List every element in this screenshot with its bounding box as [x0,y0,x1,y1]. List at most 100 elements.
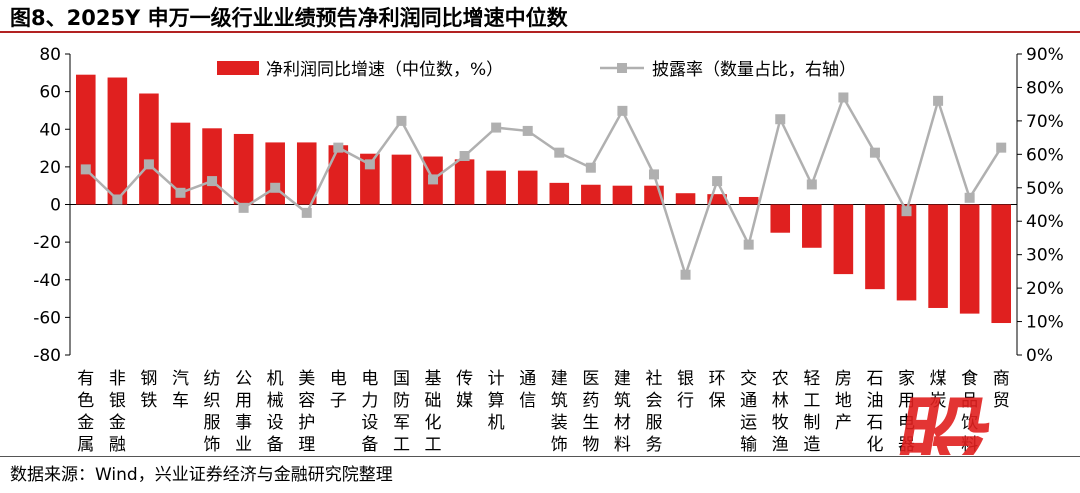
bar-纺织服饰 [202,128,222,205]
bar-煤炭 [928,204,948,308]
left-axis-tick-label: 0 [50,196,61,216]
disclosure-rate-line [84,94,1003,279]
disclosure-point-商贸零售 [996,142,1007,153]
category-label-计算机: 计算机 [488,369,505,433]
category-label-传媒: 传媒 [456,369,473,411]
category-label-食品饮料: 食品饮料 [961,369,978,455]
category-label-国防军工: 国防军工 [393,369,410,455]
category-label-轻工制造: 轻工制造 [803,369,820,455]
disclosure-point-房地产 [838,92,849,103]
disclosure-point-食品饮料 [964,192,975,203]
title-divider [0,31,1080,33]
right-axis-tick-label: 60% [1026,145,1064,165]
bar-家用电器 [896,204,917,301]
bar-国防军工 [391,154,412,205]
category-label-电子: 电子 [330,369,347,411]
disclosure-point-非银金融 [112,194,123,205]
source-divider [0,456,1080,457]
left-axis-tick-label: -80 [33,346,61,366]
left-axis-tick-label: 60 [39,83,61,103]
right-axis-tick-label: 40% [1026,212,1064,232]
disclosure-point-建筑材料 [617,105,628,116]
right-axis-tick-label: 50% [1026,179,1064,199]
disclosure-point-农林牧渔 [775,114,786,125]
bars-group [75,74,1012,324]
category-label-社会服务: 社会服务 [645,369,662,455]
disclosure-point-通信 [522,125,533,136]
category-label-汽车: 汽车 [172,369,189,411]
legend-bar-swatch [217,61,259,75]
watermark-logo: 股 [884,387,1000,455]
right-axis-tick-label: 0% [1026,346,1053,366]
category-label-建筑材料: 建筑材料 [614,369,631,455]
disclosure-point-国防军工 [396,115,407,126]
category-label-纺织服饰: 纺织服饰 [204,369,221,455]
disclosure-point-环保 [712,176,723,187]
bar-计算机 [486,170,506,205]
left-axis-tick-label: -40 [33,271,61,291]
legend-line-label: 披露率（数量占比，右轴） [652,60,856,80]
category-label-商贸零售: 商贸 [993,369,1010,411]
right-axis-tick-label: 20% [1026,279,1064,299]
category-label-银行: 银行 [677,369,694,411]
category-label-煤炭: 煤炭 [930,369,947,411]
category-label-有色金属: 有色金属 [77,369,94,455]
disclosure-point-银行 [680,269,691,280]
category-label-家用电器: 家用电器 [898,369,915,455]
right-axis-tick-label: 30% [1026,246,1064,266]
left-axis-tick-label: 40 [39,120,61,140]
left-axis-tick-label: 80 [39,45,61,65]
disclosure-point-传媒 [459,151,470,162]
bar-美容护理 [296,142,317,205]
line-group [80,92,1007,280]
bar-电子 [328,145,349,205]
bar-农林牧渔 [770,204,791,233]
right-axis-tick-label: 90% [1026,45,1064,65]
category-label-交通运输: 交通运输 [740,369,757,455]
bar-环保 [707,194,727,205]
disclosure-point-有色金属 [80,164,91,175]
disclosure-point-家用电器 [901,206,912,217]
legend-line-marker [617,63,627,73]
bar-建筑装饰 [549,182,570,205]
category-label-环保: 环保 [709,369,726,411]
legend: 净利润同比增速（中位数，%） 披露率（数量占比，右轴） [217,60,856,80]
bar-钢铁 [139,93,159,205]
right-axis-tick-label: 70% [1026,112,1064,132]
bar-非银金融 [107,77,128,205]
category-labels-group: 有色金属非银金融钢铁汽车纺织服饰公用事业机械设备美容护理电子电力设备国防军工基础… [77,369,1009,455]
left-axis-tick-label: -60 [33,308,61,328]
bar-轻工制造 [802,204,822,248]
bar-石油石化 [865,204,885,290]
bar-商贸零售 [991,204,1012,324]
bar-传媒 [454,159,475,205]
disclosure-point-医药生物 [585,162,596,173]
category-label-建筑装饰: 建筑装饰 [551,369,568,455]
chart-canvas: 80 60 40 20 0 -20 -40 -60 -80 90% 80% 70% 60% 50% 40% 3… [33,45,1064,455]
bar-交通运输 [738,196,759,205]
chart-title: 图8、2025Y 申万一级行业业绩预告净利润同比增速中位数 [10,6,568,30]
category-label-非银金融: 非银金融 [109,369,126,455]
category-label-房地产: 房地产 [835,369,852,433]
disclosure-point-纺织服饰 [207,176,218,187]
right-axis-tick-label: 10% [1026,313,1064,333]
disclosure-point-建筑装饰 [554,147,565,158]
disclosure-point-美容护理 [301,207,312,218]
disclosure-point-石油石化 [869,147,880,158]
bar-汽车 [170,122,191,205]
disclosure-point-机械设备 [270,182,281,193]
bar-医药生物 [581,184,601,205]
bar-建筑材料 [612,185,633,205]
disclosure-point-电力设备 [364,159,375,170]
left-axis-tick-label: -20 [33,233,61,253]
disclosure-point-公用事业 [238,202,249,213]
legend-bar-label: 净利润同比增速（中位数，%） [266,60,503,80]
disclosure-point-轻工制造 [806,179,817,190]
source-note: 数据来源：Wind，兴业证券经济与金融研究院整理 [10,465,393,485]
disclosure-point-社会服务 [648,169,659,180]
disclosure-point-钢铁 [143,159,154,170]
category-label-医药生物: 医药生物 [582,369,599,455]
disclosure-point-电子 [333,142,344,153]
category-label-电力设备: 电力设备 [361,369,378,455]
category-label-通信: 通信 [519,369,536,411]
